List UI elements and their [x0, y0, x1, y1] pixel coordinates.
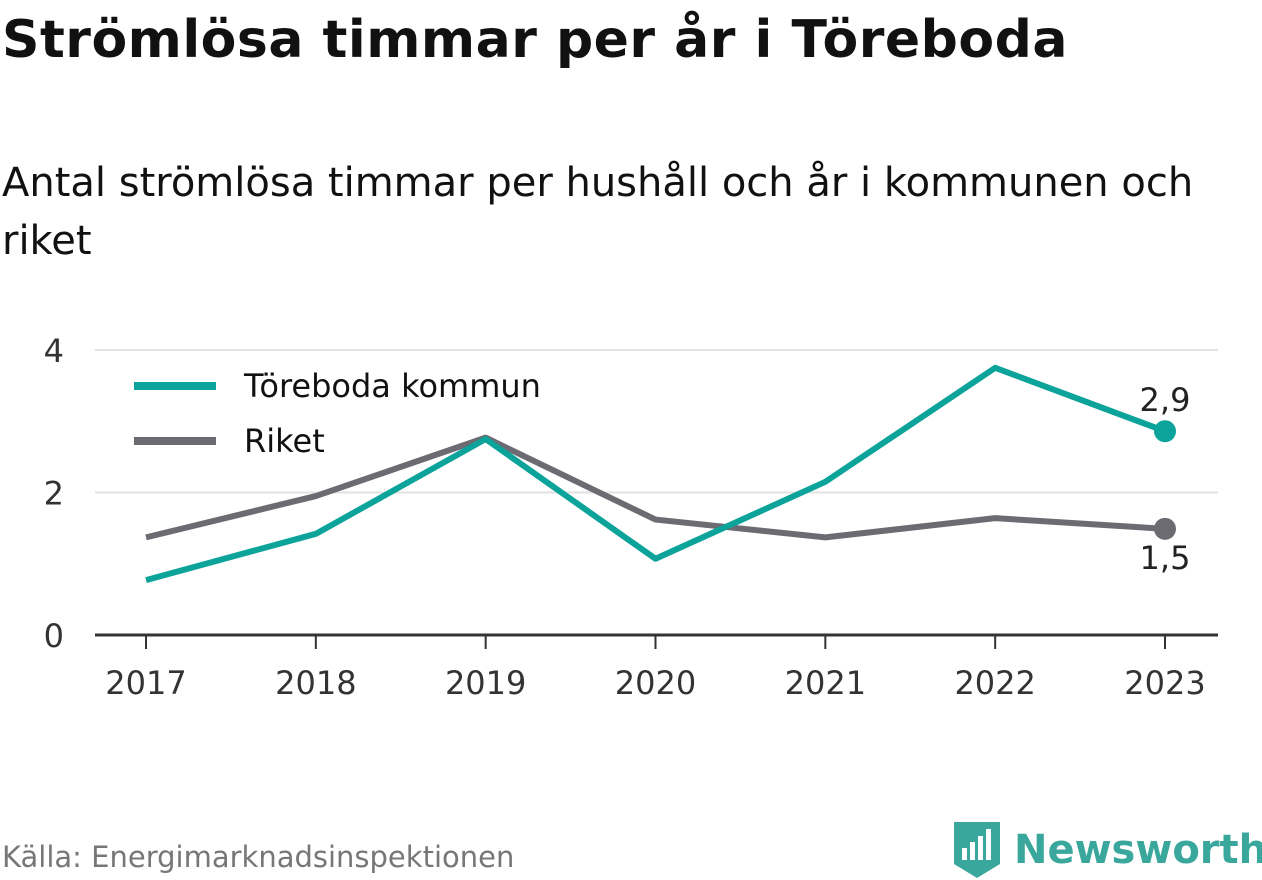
brand-name: Newsworthy — [1014, 827, 1262, 873]
series-lines: 2,9 1,5 — [145, 364, 1191, 584]
x-axis: 2017 2018 2019 2020 2021 2022 2023 — [95, 633, 1218, 702]
y-tick-label: 0 — [44, 617, 64, 655]
x-tick-label: 2021 — [785, 664, 866, 702]
newsworthy-logo: Newsworthy — [952, 820, 1262, 880]
riket-end-label: 1,5 — [1140, 539, 1191, 577]
riket-end-dot — [1154, 517, 1176, 540]
chart-subtitle: Antal strömlösa timmar per hushåll och å… — [2, 160, 1194, 264]
legend-item-toreboda: Töreboda kommun — [243, 367, 541, 405]
x-tick-label: 2018 — [275, 664, 356, 702]
source-note: Källa: Energimarknadsinspektionen — [2, 840, 515, 874]
riket-line — [145, 434, 1166, 541]
chart-title: Strömlösa timmar per år i Töreboda — [2, 10, 1068, 70]
x-tick-label: 2019 — [445, 664, 526, 702]
legend: Töreboda kommun Riket — [123, 367, 541, 460]
x-tick-label: 2017 — [105, 664, 186, 702]
x-tick-label: 2020 — [615, 664, 696, 702]
toreboda-end-dot — [1154, 420, 1176, 443]
x-tick-label: 2023 — [1124, 664, 1205, 702]
toreboda-line — [145, 364, 1167, 584]
legend-item-riket: Riket — [244, 422, 325, 460]
toreboda-end-label: 2,9 — [1140, 381, 1191, 419]
x-tick-label: 2022 — [954, 664, 1035, 702]
y-tick-label: 2 — [44, 475, 64, 513]
y-tick-label: 4 — [44, 332, 64, 370]
bar-chart-icon — [954, 822, 1000, 878]
grid-lines: 0 2 4 — [44, 332, 1218, 655]
